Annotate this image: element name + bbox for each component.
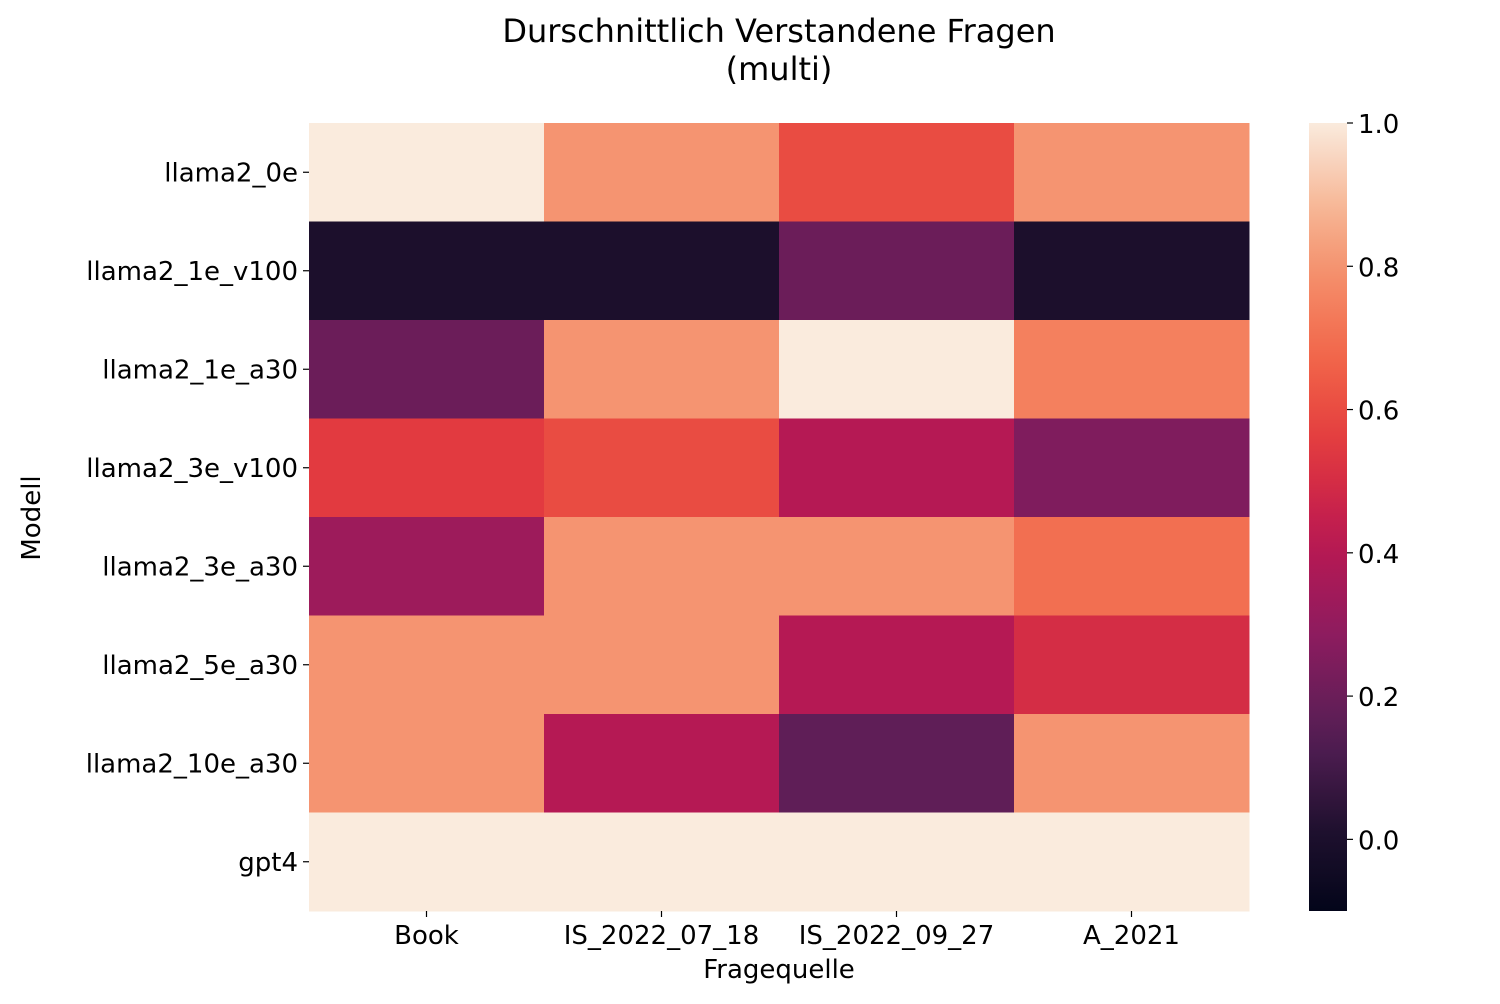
x-axis: Book IS_2022_07_18 IS_2022_09_27 A_2021 xyxy=(394,911,1180,951)
colorbar-tick-label: 0.2 xyxy=(1358,683,1399,713)
heatmap-cell xyxy=(779,714,1015,813)
y-tick-label: llama2_3e_v100 xyxy=(86,454,298,484)
heatmap-cell xyxy=(779,320,1015,419)
heatmap-cell xyxy=(309,221,545,321)
heatmap-cell xyxy=(544,615,780,715)
y-tick-label: llama2_5e_a30 xyxy=(102,651,298,681)
heatmap-cell xyxy=(1014,615,1250,715)
y-tick-label: llama2_10e_a30 xyxy=(86,749,298,779)
x-tick-label: IS_2022_09_27 xyxy=(799,921,995,951)
heatmap-cell xyxy=(1014,517,1250,616)
colorbar-tick-label: 0.8 xyxy=(1358,253,1399,283)
heatmap-cell xyxy=(779,615,1015,715)
y-axis-label: Modell xyxy=(17,475,47,560)
heatmap-cell xyxy=(309,812,545,912)
heatmap-cell xyxy=(544,418,780,518)
heatmap-cell xyxy=(544,320,780,419)
heatmap-cell xyxy=(309,320,545,419)
heatmap-cells xyxy=(309,123,1250,912)
heatmap-cell xyxy=(779,418,1015,518)
heatmap-cell xyxy=(779,123,1015,222)
heatmap-cell xyxy=(309,418,545,518)
heatmap-cell xyxy=(1014,320,1250,419)
x-tick-label: IS_2022_07_18 xyxy=(564,921,760,951)
heatmap-cell xyxy=(544,517,780,616)
x-tick-label: A_2021 xyxy=(1083,921,1180,951)
heatmap-cell xyxy=(309,714,545,813)
y-tick-label: llama2_1e_a30 xyxy=(102,355,298,385)
heatmap-cell xyxy=(309,615,545,715)
chart-subtitle: (multi) xyxy=(726,50,833,88)
heatmap-cell xyxy=(1014,123,1250,222)
heatmap-cell xyxy=(1014,418,1250,518)
heatmap-cell xyxy=(1014,714,1250,813)
colorbar-axis: 1.0 0.8 0.6 0.4 0.2 0.0 xyxy=(1347,110,1399,856)
colorbar-tick-label: 0.6 xyxy=(1358,397,1399,427)
y-tick-label: llama2_0e xyxy=(164,158,298,188)
heatmap-cell xyxy=(544,221,780,321)
x-axis-label: Fragequelle xyxy=(703,955,855,985)
heatmap-cell xyxy=(1014,221,1250,321)
colorbar xyxy=(1309,123,1347,911)
heatmap-cell xyxy=(544,812,780,912)
x-tick-label: Book xyxy=(394,921,459,951)
heatmap-cell xyxy=(544,714,780,813)
colorbar-tick-label: 1.0 xyxy=(1358,110,1399,140)
colorbar-tick-label: 0.4 xyxy=(1358,540,1399,570)
heatmap-cell xyxy=(779,812,1015,912)
chart-title: Durschnittlich Verstandene Fragen xyxy=(502,12,1055,50)
heatmap-cell xyxy=(779,517,1015,616)
y-axis: llama2_0e llama2_1e_v100 llama2_1e_a30llam… xyxy=(86,158,309,878)
y-tick-label: gpt4 xyxy=(238,848,298,878)
y-tick-label: llama2_3e_a30 xyxy=(102,552,298,582)
y-tick-label: llama2_1e_v100 xyxy=(86,257,298,287)
colorbar-tick-label: 0.0 xyxy=(1358,826,1399,856)
heatmap-cell xyxy=(309,517,545,616)
heatmap-cell xyxy=(544,123,780,222)
heatmap-cell xyxy=(309,123,545,222)
heatmap-cell xyxy=(1014,812,1250,912)
heatmap-cell xyxy=(779,221,1015,321)
